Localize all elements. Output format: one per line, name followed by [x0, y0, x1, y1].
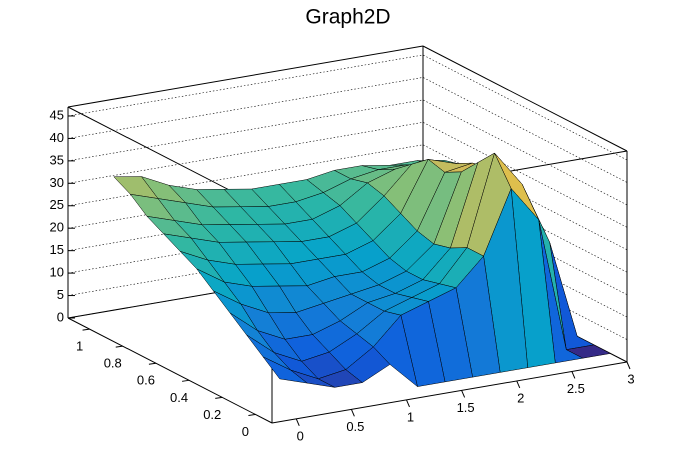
y-tick: [248, 413, 256, 416]
z-tick-label: 25: [50, 197, 64, 212]
y-tick: [82, 328, 90, 331]
x-tick: [295, 418, 300, 427]
y-tick: [215, 396, 223, 399]
box-edge: [271, 361, 628, 424]
chart-title: Graph2D: [305, 6, 390, 29]
y-tick-label: 1: [76, 339, 83, 354]
y-tick-label: 0.4: [170, 390, 188, 405]
surface-cell: [262, 356, 308, 384]
z-tick-label: 45: [50, 107, 64, 122]
y-tick-label: 0.8: [104, 356, 122, 371]
x-tick-label: 0: [297, 428, 304, 443]
x-tick-label: 0.5: [346, 419, 364, 434]
grid-line: [67, 54, 628, 161]
z-tick-label: 0: [57, 309, 64, 324]
x-tick: [350, 409, 355, 417]
z-tick-label: 15: [50, 242, 64, 257]
x-tick-label: 2: [517, 390, 524, 405]
grid-line: [67, 122, 628, 228]
x-tick-label: 1.5: [457, 400, 475, 415]
x-tick: [406, 399, 410, 408]
x-tick-label: 1: [407, 409, 414, 424]
y-tick: [115, 345, 123, 348]
grid-line: [67, 144, 628, 251]
z-tick-label: 30: [50, 175, 64, 190]
y-tick: [182, 379, 190, 382]
y-tick-label: 0: [242, 424, 249, 439]
x-tick: [626, 361, 631, 370]
z-tick-label: 35: [50, 152, 64, 167]
grid-line: [67, 77, 628, 183]
y-tick-label: 0.6: [137, 373, 155, 388]
z-tick-label: 20: [50, 220, 64, 235]
z-tick-label: 10: [50, 265, 64, 280]
x-tick-label: 2.5: [567, 381, 585, 396]
x-tick: [516, 380, 521, 389]
grid-line: [67, 234, 628, 340]
z-tick-label: 40: [50, 130, 64, 145]
box-edge: [67, 45, 424, 108]
z-tick-label: 5: [57, 287, 64, 302]
x-tick-label: 3: [627, 371, 634, 386]
y-tick: [148, 362, 156, 365]
y-tick-label: 0.2: [203, 407, 221, 422]
box-edge: [422, 45, 628, 152]
grid-line: [67, 99, 628, 206]
x-tick: [461, 390, 466, 398]
x-tick: [571, 371, 576, 379]
box-edge: [67, 317, 273, 424]
